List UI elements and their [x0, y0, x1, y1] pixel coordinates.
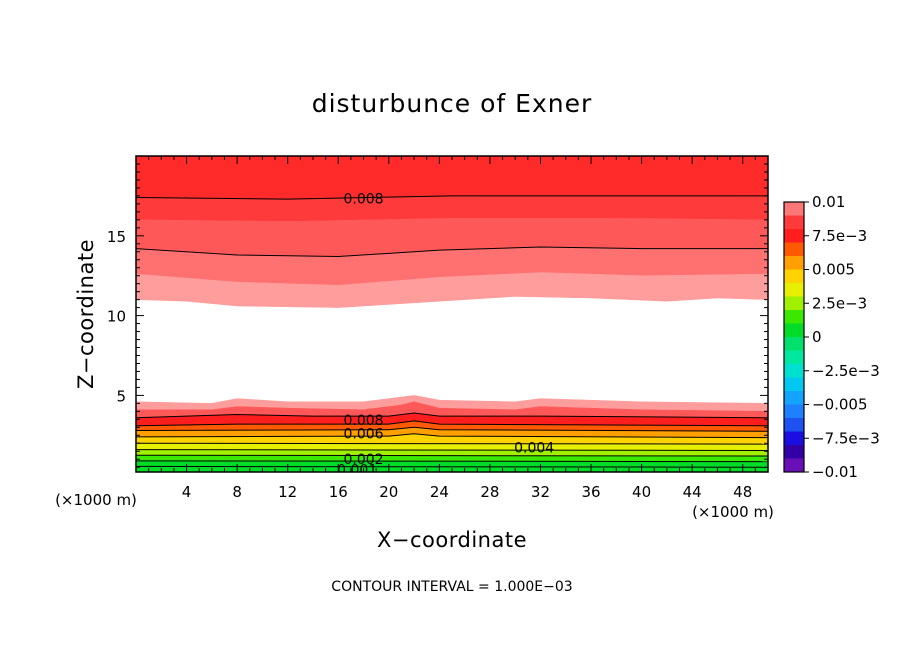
colorbar-tick-label: 0.005: [812, 261, 855, 279]
contour-lines: [136, 195, 768, 468]
colorbar-swatch-5: [784, 391, 804, 405]
x-tick-label: 16: [329, 483, 348, 501]
colorbar-swatch-8: [784, 350, 804, 364]
colorbar-swatch-6: [784, 377, 804, 391]
contour-label-4: 0.002: [343, 452, 383, 468]
contour-label-3: 0.004: [514, 440, 554, 456]
contour-label-1: 0.008: [343, 413, 383, 429]
colorbar-swatch-3: [784, 418, 804, 432]
x-tick-label: 20: [379, 483, 398, 501]
contour-line-4: [136, 426, 768, 432]
contour-line-3: [136, 420, 768, 427]
y-tick-label: 5: [116, 387, 126, 405]
colorbar-swatch-0: [784, 458, 804, 472]
colorbar-tick-label: 0.01: [812, 193, 845, 211]
contour-line-9: [136, 460, 768, 463]
colorbar: [784, 202, 804, 472]
contour-line-6: [136, 442, 768, 445]
colorbar-swatch-19: [784, 202, 804, 216]
colorbar-tick-label: 0: [812, 328, 822, 346]
contour-line-1: [136, 246, 768, 258]
chart-title: disturbunce of Exner: [312, 89, 593, 118]
colorbar-swatch-12: [784, 296, 804, 310]
colorbar-swatch-15: [784, 256, 804, 270]
contour-band-0: [136, 156, 768, 200]
contour-line-2: [136, 412, 768, 419]
colorbar-swatch-1: [784, 445, 804, 459]
contour-label-5: 0.001: [337, 463, 377, 479]
colorbar-ticks: 0.01 7.5e−3 0.005 2.5e−3 0 −2.5e−3 −0.005 −7.5e…: [804, 193, 880, 481]
contour-line-7: [136, 449, 768, 451]
contour-label-0: 0.008: [343, 191, 383, 207]
contour-band-4: [136, 272, 768, 308]
x-tick-label: 24: [430, 483, 449, 501]
colorbar-tick-label: −0.005: [812, 396, 868, 414]
colorbar-swatch-14: [784, 269, 804, 283]
colorbar-tick-label: 2.5e−3: [812, 294, 867, 312]
colorbar-swatch-2: [784, 431, 804, 445]
y-tick-label: 10: [107, 308, 126, 326]
contour-line-10: [136, 465, 768, 468]
contour-line-8: [136, 454, 768, 457]
colorbar-swatch-7: [784, 364, 804, 378]
colorbar-swatch-13: [784, 283, 804, 297]
colorbar-swatch-10: [784, 323, 804, 337]
x-tick-label: 28: [480, 483, 499, 501]
colorbar-tick-label: −2.5e−3: [812, 362, 880, 380]
colorbar-swatch-11: [784, 310, 804, 324]
colorbar-swatch-9: [784, 337, 804, 351]
x-axis-label: X−coordinate: [377, 528, 527, 552]
x-tick-label: 36: [581, 483, 600, 501]
colorbar-tick-label: −7.5e−3: [812, 429, 880, 447]
x-unit-right: (×1000 m): [692, 503, 774, 521]
x-unit-left: (×1000 m): [55, 491, 137, 509]
x-tick-label: 4: [182, 483, 192, 501]
contour-line-5: [136, 433, 768, 439]
colorbar-tick-label: −0.01: [812, 463, 858, 481]
x-axis-ticks: 4 8 12 16 20 24 28 32 36 40 44 48: [148, 156, 756, 501]
y-axis-ticks: 5 10 15: [107, 163, 768, 468]
contour-bands: [136, 156, 768, 472]
x-tick-label: 12: [278, 483, 297, 501]
contour-band-1: [136, 195, 768, 222]
x-tick-label: 40: [632, 483, 651, 501]
contour-line-0: [136, 195, 768, 200]
colorbar-swatch-18: [784, 215, 804, 229]
x-tick-label: 48: [733, 483, 752, 501]
colorbar-swatch-17: [784, 229, 804, 243]
contour-interval-note: CONTOUR INTERVAL = 1.000E−03: [331, 579, 572, 595]
y-tick-label: 15: [107, 228, 126, 246]
x-tick-label: 44: [683, 483, 702, 501]
contour-label-2: 0.006: [343, 427, 383, 443]
colorbar-swatch-16: [784, 242, 804, 256]
x-tick-label: 8: [232, 483, 242, 501]
colorbar-tick-label: 7.5e−3: [812, 227, 867, 245]
y-axis-label: Z−coordinate: [74, 239, 98, 389]
x-tick-label: 32: [531, 483, 550, 501]
colorbar-swatch-4: [784, 404, 804, 418]
